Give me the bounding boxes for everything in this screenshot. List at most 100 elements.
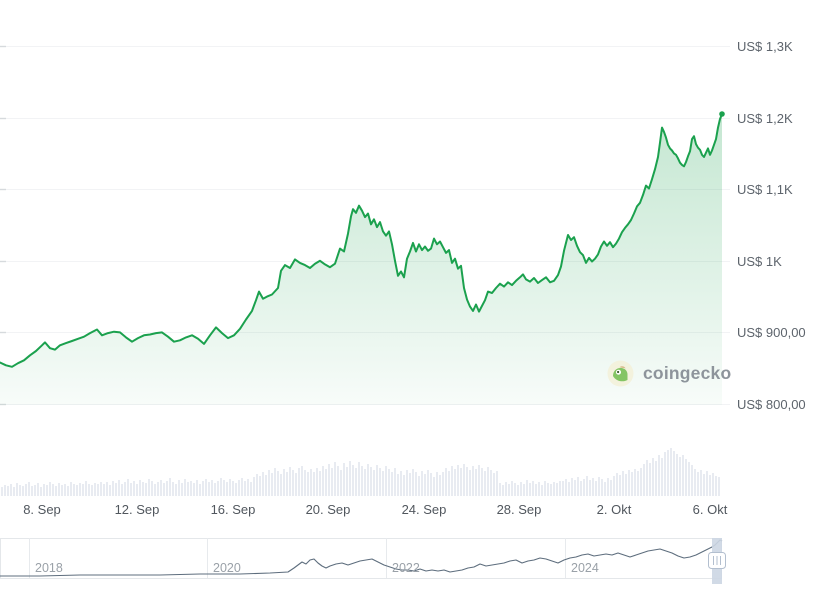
coingecko-logo-icon bbox=[607, 360, 634, 387]
volume-bar bbox=[544, 481, 546, 496]
volume-bar bbox=[493, 473, 495, 496]
volume-bar bbox=[136, 484, 138, 496]
navigator-history-line bbox=[0, 539, 723, 577]
volume-bar bbox=[46, 485, 48, 496]
volume-bar bbox=[409, 473, 411, 496]
volume-bar bbox=[172, 482, 174, 496]
volume-bar bbox=[346, 467, 348, 496]
volume-bar bbox=[214, 483, 216, 496]
price-line-area[interactable] bbox=[0, 111, 725, 405]
volume-bar bbox=[505, 482, 507, 496]
volume-bar bbox=[517, 485, 519, 496]
volume-bar bbox=[16, 483, 18, 496]
volume-bar bbox=[217, 481, 219, 496]
volume-bar bbox=[301, 466, 303, 496]
y-axis-label: US$ 1K bbox=[737, 253, 782, 269]
volume-bar bbox=[97, 484, 99, 496]
y-axis-label: US$ 1,2K bbox=[737, 110, 793, 126]
volume-bar bbox=[565, 479, 567, 496]
volume-bar bbox=[418, 476, 420, 496]
price-line[interactable] bbox=[0, 113, 723, 368]
volume-bar bbox=[478, 465, 480, 496]
volume-bar bbox=[19, 485, 21, 496]
volume-bar bbox=[223, 480, 225, 496]
volume-bar bbox=[583, 479, 585, 496]
volume-bar bbox=[607, 478, 609, 496]
volume-bar bbox=[319, 471, 321, 496]
range-navigator[interactable] bbox=[0, 538, 723, 579]
volume-bar bbox=[154, 484, 156, 496]
volume-bar bbox=[706, 471, 708, 496]
volume-bar bbox=[202, 481, 204, 496]
coingecko-watermark: coingecko bbox=[607, 360, 731, 387]
volume-bar bbox=[1, 487, 3, 496]
volume-bar bbox=[448, 471, 450, 496]
volume-bar bbox=[349, 461, 351, 496]
coingecko-watermark-text: coingecko bbox=[643, 363, 732, 383]
volume-bar bbox=[679, 457, 681, 496]
volume-bar bbox=[370, 467, 372, 496]
volume-bar bbox=[187, 482, 189, 496]
volume-bar bbox=[85, 481, 87, 496]
volume-bar bbox=[694, 469, 696, 496]
nav-range-handle[interactable] bbox=[708, 538, 726, 584]
volume-bar bbox=[475, 469, 477, 496]
volume-bar bbox=[592, 478, 594, 496]
volume-bar bbox=[520, 482, 522, 496]
volume-bar bbox=[580, 481, 582, 496]
volume-bar bbox=[67, 486, 69, 496]
volume-bar bbox=[700, 470, 702, 496]
nav-year-label: 2024 bbox=[571, 561, 599, 575]
volume-bar bbox=[457, 465, 459, 496]
volume-bar bbox=[406, 470, 408, 496]
volume-bar bbox=[658, 455, 660, 496]
volume-bar bbox=[514, 483, 516, 496]
y-axis-label: US$ 1,1K bbox=[737, 181, 793, 197]
volume-bar bbox=[205, 479, 207, 496]
volume-bar bbox=[385, 466, 387, 496]
volume-bar bbox=[292, 470, 294, 496]
volume-bar bbox=[4, 485, 6, 496]
volume-bar bbox=[334, 462, 336, 496]
volume-bar bbox=[340, 470, 342, 496]
volume-bar bbox=[286, 472, 288, 496]
volume-bar bbox=[394, 468, 396, 496]
volume-bar bbox=[535, 484, 537, 496]
volume-bar bbox=[121, 484, 123, 496]
volume-bar bbox=[34, 485, 36, 496]
volume-bar bbox=[652, 458, 654, 496]
volume-bar bbox=[115, 483, 117, 496]
volume-bar bbox=[481, 468, 483, 496]
volume-bar bbox=[466, 467, 468, 496]
volume-bar bbox=[643, 464, 645, 496]
volume-bar bbox=[451, 466, 453, 496]
volume-bar bbox=[190, 481, 192, 496]
volume-bar bbox=[70, 482, 72, 496]
volume-bar bbox=[133, 481, 135, 496]
volume-bar bbox=[619, 475, 621, 496]
volume-bar bbox=[391, 472, 393, 496]
volume-bar bbox=[355, 468, 357, 496]
volume-bar bbox=[403, 475, 405, 496]
volume-bar bbox=[631, 472, 633, 496]
volume-bar bbox=[532, 481, 534, 496]
volume-bar bbox=[22, 486, 24, 496]
volume-bar bbox=[484, 471, 486, 496]
volume-bar bbox=[76, 485, 78, 496]
volume-bar bbox=[265, 475, 267, 496]
volume-bar bbox=[469, 470, 471, 496]
volume-bar bbox=[397, 474, 399, 496]
volume-bar bbox=[112, 481, 114, 496]
volume-bar bbox=[73, 484, 75, 496]
nav-year-label: 2020 bbox=[213, 561, 241, 575]
volume-bar bbox=[226, 482, 228, 496]
y-axis-label: US$ 900,00 bbox=[737, 324, 806, 340]
volume-bar bbox=[298, 468, 300, 496]
volume-bar bbox=[376, 465, 378, 496]
volume-bar bbox=[691, 465, 693, 496]
x-axis-label: 8. Sep bbox=[23, 502, 61, 517]
volume-bar bbox=[640, 468, 642, 496]
volume-bar bbox=[664, 452, 666, 496]
volume-bar bbox=[424, 474, 426, 496]
